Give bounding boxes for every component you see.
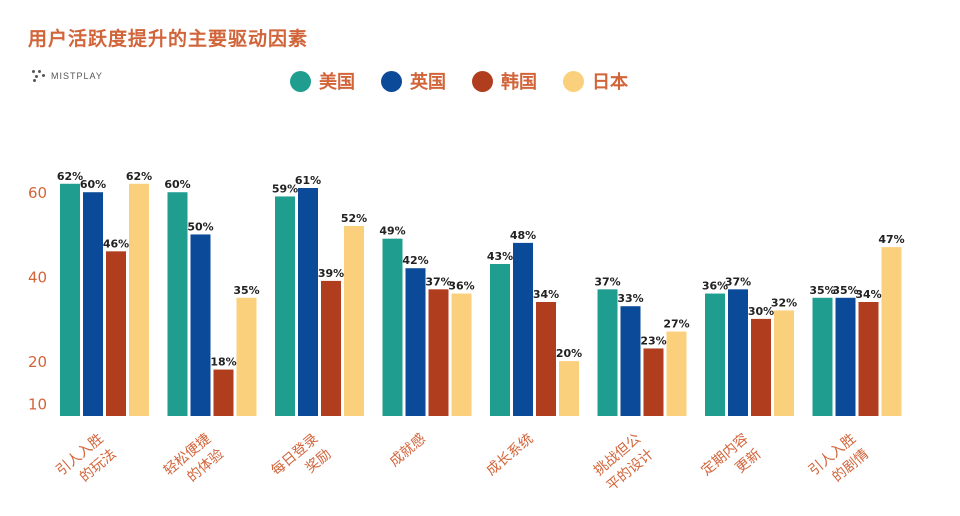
legend-item: 美国: [290, 68, 355, 94]
data-label: 52%: [341, 212, 367, 225]
bar-美国: [490, 264, 510, 416]
data-label: 36%: [702, 280, 728, 293]
x-tick-label-line: 成长系统: [483, 431, 536, 479]
data-label: 48%: [510, 229, 536, 242]
legend-label: 韩国: [501, 72, 537, 93]
data-label: 34%: [855, 288, 881, 301]
bar-韩国: [213, 369, 234, 416]
legend-item: 英国: [381, 68, 446, 94]
bar-日本: [666, 331, 687, 416]
data-label: 39%: [318, 267, 344, 280]
data-label: 32%: [771, 296, 797, 309]
y-tick-label: 60: [28, 184, 47, 202]
x-tick-label: 成长系统: [483, 431, 536, 479]
bar-日本: [451, 293, 472, 416]
bar-美国: [382, 238, 403, 416]
data-label: 42%: [402, 254, 428, 267]
brand-logo: MISTPLAY: [32, 70, 103, 82]
bar-日本: [559, 361, 579, 416]
bar-日本: [344, 226, 364, 416]
bar-韩国: [751, 318, 771, 416]
x-tick-label-line: 成就感: [386, 430, 429, 470]
bar-韩国: [643, 348, 664, 416]
chart-title: 用户活跃度提升的主要驱动因素: [28, 28, 309, 50]
bar-英国: [513, 242, 533, 416]
bar-美国: [812, 297, 833, 416]
y-tick-label: 40: [28, 269, 47, 287]
data-label: 62%: [126, 170, 152, 183]
data-label: 20%: [556, 347, 582, 360]
bar-英国: [728, 289, 748, 416]
bar-美国: [167, 192, 188, 416]
mistplay-logo-icon: [32, 70, 46, 82]
data-label: 43%: [487, 250, 513, 263]
data-label: 61%: [295, 174, 321, 187]
data-label: 30%: [748, 305, 774, 318]
bar-韩国: [106, 251, 126, 416]
bar-日本: [129, 183, 149, 416]
data-label: 37%: [594, 275, 620, 288]
bar-英国: [835, 297, 856, 416]
bar-韩国: [858, 302, 879, 416]
legend-label: 美国: [319, 72, 355, 93]
data-label: 36%: [448, 280, 474, 293]
logo-text: MISTPLAY: [51, 71, 103, 81]
data-label: 35%: [809, 284, 835, 297]
data-label: 27%: [663, 318, 689, 331]
y-tick-label: 10: [28, 395, 47, 413]
bar-韩国: [536, 302, 556, 416]
data-label: 37%: [425, 275, 451, 288]
bar-英国: [83, 192, 103, 416]
legend-swatch: [290, 70, 311, 92]
bar-英国: [620, 306, 641, 416]
chart-legend: 美国 英国 韩国 日本: [290, 68, 628, 94]
bar-英国: [298, 188, 318, 416]
data-label: 49%: [379, 225, 405, 238]
x-tick-label: 成就感: [386, 430, 429, 470]
bar-英国: [405, 268, 426, 416]
data-label: 33%: [617, 292, 643, 305]
legend-swatch: [563, 70, 584, 92]
data-label: 37%: [725, 275, 751, 288]
bar-日本: [236, 297, 257, 416]
data-label: 60%: [164, 178, 190, 191]
bar-美国: [597, 289, 618, 416]
data-label: 35%: [233, 284, 259, 297]
bar-韩国: [321, 280, 341, 416]
data-label: 18%: [210, 356, 236, 369]
data-label: 23%: [640, 334, 666, 347]
bar-韩国: [428, 289, 449, 416]
legend-swatch: [472, 70, 493, 92]
legend-swatch: [381, 70, 402, 92]
data-label: 59%: [272, 182, 298, 195]
bar-美国: [275, 196, 295, 416]
bar-日本: [774, 310, 794, 416]
data-label: 62%: [57, 170, 83, 183]
legend-item: 韩国: [472, 68, 537, 94]
data-label: 46%: [103, 237, 129, 250]
legend-label: 英国: [410, 72, 446, 93]
data-label: 47%: [878, 233, 904, 246]
data-label: 34%: [533, 288, 559, 301]
data-label: 35%: [832, 284, 858, 297]
legend-item: 日本: [563, 68, 628, 94]
bar-美国: [60, 183, 80, 416]
bar-英国: [190, 234, 211, 416]
legend-label: 日本: [592, 72, 628, 93]
data-label: 60%: [80, 178, 106, 191]
bar-美国: [705, 293, 725, 416]
data-label: 50%: [187, 220, 213, 233]
bar-日本: [881, 247, 902, 416]
y-tick-label: 20: [28, 353, 47, 371]
